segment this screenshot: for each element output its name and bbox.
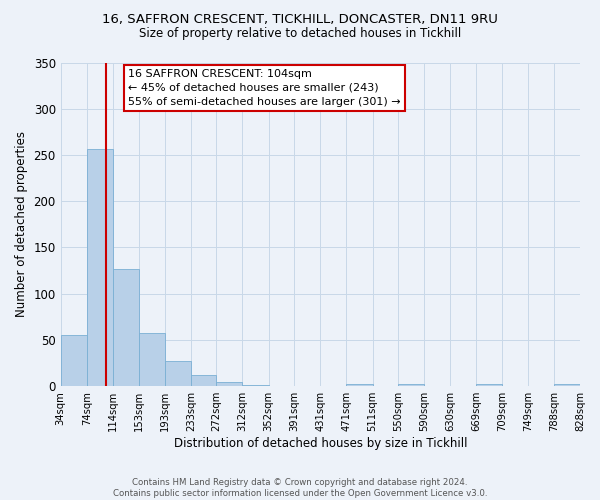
Bar [87, 148, 113, 386]
Bar [61, 336, 87, 386]
Text: Size of property relative to detached houses in Tickhill: Size of property relative to detached ho… [139, 28, 461, 40]
Text: 16 SAFFRON CRESCENT: 104sqm
← 45% of detached houses are smaller (243)
55% of se: 16 SAFFRON CRESCENT: 104sqm ← 45% of det… [128, 69, 401, 107]
Bar [139, 332, 164, 386]
Bar [398, 384, 424, 386]
Bar [191, 375, 217, 386]
Bar [554, 384, 580, 386]
Y-axis label: Number of detached properties: Number of detached properties [15, 132, 28, 318]
X-axis label: Distribution of detached houses by size in Tickhill: Distribution of detached houses by size … [173, 437, 467, 450]
Bar [217, 382, 242, 386]
Bar [476, 384, 502, 386]
Bar [164, 361, 191, 386]
Bar [346, 384, 373, 386]
Text: 16, SAFFRON CRESCENT, TICKHILL, DONCASTER, DN11 9RU: 16, SAFFRON CRESCENT, TICKHILL, DONCASTE… [102, 12, 498, 26]
Text: Contains HM Land Registry data © Crown copyright and database right 2024.
Contai: Contains HM Land Registry data © Crown c… [113, 478, 487, 498]
Bar [113, 268, 139, 386]
